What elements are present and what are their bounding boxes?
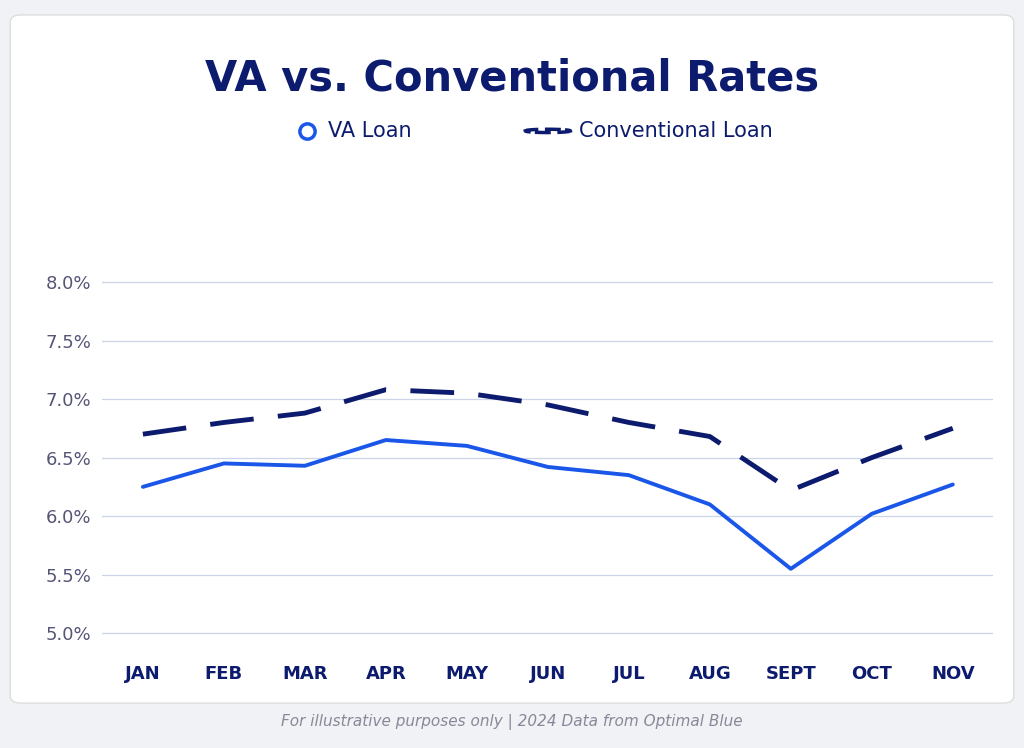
Text: VA vs. Conventional Rates: VA vs. Conventional Rates [205,58,819,99]
Text: For illustrative purposes only | 2024 Data from Optimal Blue: For illustrative purposes only | 2024 Da… [282,714,742,730]
Text: Conventional Loan: Conventional Loan [579,121,772,141]
Text: VA Loan: VA Loan [328,121,412,141]
